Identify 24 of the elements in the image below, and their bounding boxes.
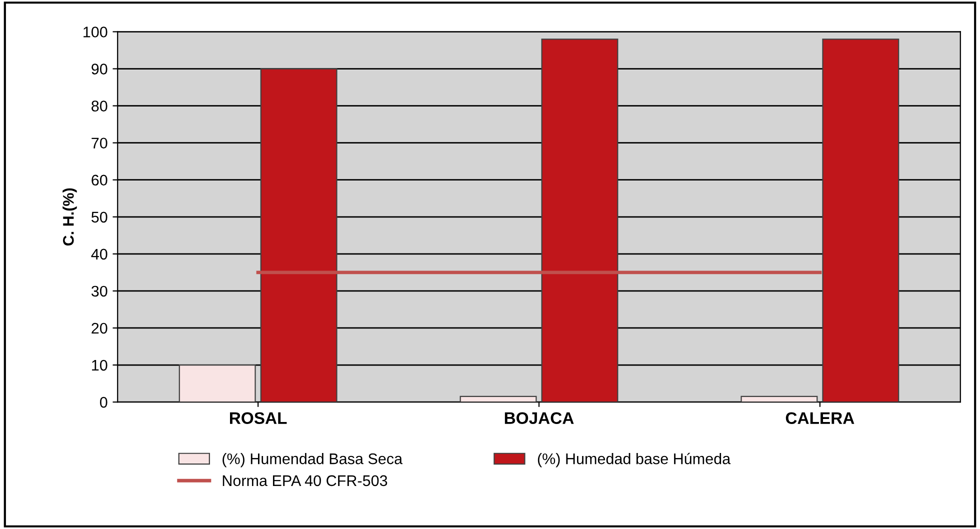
bar bbox=[541, 38, 618, 402]
y-tick-label: 80 bbox=[92, 100, 108, 112]
y-tick-label: 20 bbox=[92, 322, 108, 334]
x-tick-label: CALERA bbox=[786, 412, 854, 424]
y-tick-label: 90 bbox=[92, 64, 108, 74]
x-tick-label: BOJACA bbox=[504, 412, 574, 424]
y-tick-label: 10 bbox=[92, 360, 108, 371]
y-tick-label: 30 bbox=[91, 286, 108, 297]
y-tick-label: 0 bbox=[100, 396, 108, 408]
bar bbox=[260, 68, 338, 402]
y-tick-label: 70 bbox=[92, 138, 108, 149]
legend-label: (%) Humedad base Húmeda bbox=[538, 452, 731, 468]
y-tick-label: 40 bbox=[91, 248, 108, 260]
legend-label: (%) Humendad Basa Seca bbox=[222, 452, 403, 468]
bar bbox=[822, 38, 900, 402]
y-tick-label: 100 bbox=[84, 26, 108, 38]
bar bbox=[178, 364, 256, 402]
y-axis-title: C. H.(%) bbox=[62, 188, 77, 246]
y-tick-label: 60 bbox=[92, 174, 108, 186]
bar bbox=[740, 396, 818, 402]
x-tick-label: ROSAL bbox=[230, 412, 287, 424]
y-tick-label: 50 bbox=[91, 212, 108, 223]
bar bbox=[460, 396, 537, 402]
legend-label: Norma EPA 40 CFR-503 bbox=[222, 475, 388, 486]
